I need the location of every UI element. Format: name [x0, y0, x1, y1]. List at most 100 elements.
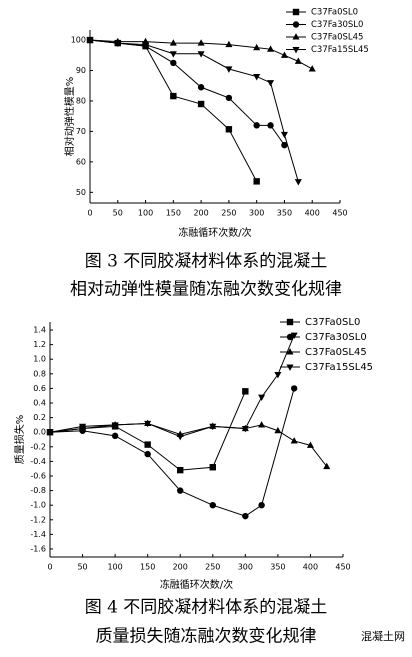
x-tick-label: 100 [107, 563, 122, 572]
x-tick-label: 50 [77, 563, 87, 572]
marker [114, 40, 122, 47]
x-tick-label: 350 [277, 209, 292, 218]
x-tick-label: 150 [166, 209, 181, 218]
marker [280, 131, 288, 139]
legend-label: C37Fa15SL45 [311, 45, 369, 55]
marker [225, 40, 233, 48]
y-tick-label: 80 [76, 96, 86, 105]
marker [209, 464, 216, 471]
marker [170, 59, 177, 67]
marker [253, 178, 260, 185]
y-tick-label: 70 [76, 127, 86, 136]
x-tick-label: 400 [305, 209, 320, 218]
series-line [49, 334, 295, 438]
marker [323, 462, 331, 470]
x-tick-label: 350 [270, 563, 285, 572]
marker [281, 141, 288, 149]
y-tick-label: -1.6 [30, 544, 46, 553]
marker [280, 51, 288, 58]
y-tick-label: 0.4 [33, 399, 46, 408]
marker [144, 441, 151, 448]
marker [225, 126, 233, 133]
caption: 图 3 不同胶凝材料体系的混凝土 [85, 252, 328, 272]
x-tick-label: 400 [303, 563, 318, 572]
marker [111, 432, 119, 440]
watermark: 混凝土网 [361, 629, 405, 643]
marker [292, 46, 300, 54]
marker [197, 51, 205, 58]
caption: 质量损失随冻融次数变化规律 [96, 627, 317, 647]
marker [308, 65, 316, 72]
marker [267, 45, 275, 52]
y-tick-label: 0.8 [33, 369, 46, 378]
y-tick-label: 100 [71, 36, 86, 45]
y-tick-label: 90 [76, 66, 86, 75]
marker [177, 466, 184, 474]
marker [258, 421, 266, 428]
x-axis-title: 冻融循环次数/次 [160, 578, 233, 591]
x-tick-label: 250 [221, 209, 236, 218]
x-tick-label: 200 [173, 563, 188, 572]
y-tick-label: 1.2 [33, 340, 46, 349]
marker [241, 425, 249, 433]
caption: 图 4 不同胶凝材料体系的混凝土 [85, 598, 328, 618]
y-tick-label: -1.2 [30, 515, 46, 524]
marker [197, 84, 205, 91]
x-axis-title: 冻融循环次数/次 [178, 226, 251, 239]
marker [258, 501, 265, 509]
x-tick-label: 150 [140, 563, 155, 572]
legend-label: C37Fa30SL0 [305, 332, 367, 343]
y-tick-label: 1.4 [33, 326, 46, 335]
marker [286, 318, 294, 326]
marker [306, 441, 314, 448]
legend-label: C37Fa15SL45 [305, 362, 373, 373]
caption: 相对动弹性模量随冻融次数变化规律 [70, 280, 342, 300]
marker [79, 423, 87, 431]
marker [253, 122, 260, 129]
marker [46, 429, 54, 437]
y-tick-label: 60 [76, 157, 86, 166]
y-tick-label: -1.0 [30, 501, 46, 510]
marker [111, 422, 119, 429]
marker [286, 348, 294, 355]
marker [169, 39, 177, 46]
x-tick-label: 250 [205, 563, 220, 572]
marker [144, 420, 152, 428]
x-tick-label: 450 [332, 209, 347, 218]
y-tick-label: -0.6 [30, 471, 46, 480]
marker [253, 43, 261, 51]
marker [142, 42, 150, 49]
y-tick-label: 1.0 [33, 355, 46, 364]
x-tick-label: 300 [238, 563, 253, 572]
marker [292, 21, 300, 28]
marker [290, 332, 298, 339]
marker [197, 100, 205, 108]
y-tick-label: 0.2 [33, 413, 46, 422]
x-tick-label: 0 [87, 209, 92, 218]
marker [209, 501, 216, 509]
y-tick-label: 50 [76, 188, 86, 197]
marker [86, 37, 94, 44]
x-tick-label: 50 [113, 209, 123, 218]
marker [286, 333, 294, 341]
x-tick-label: 100 [138, 209, 153, 218]
marker [267, 122, 274, 129]
marker [144, 450, 151, 458]
legend-label: C37Fa0SL0 [311, 8, 358, 18]
marker [176, 434, 184, 441]
marker [242, 512, 249, 520]
legend-label: C37Fa0SL45 [311, 33, 363, 43]
marker [170, 92, 177, 100]
marker [258, 394, 266, 402]
series-line [89, 39, 299, 182]
y-tick-label: 0.0 [33, 428, 46, 437]
legend-label: C37Fa0SL45 [305, 347, 367, 358]
marker [290, 385, 298, 392]
marker [169, 51, 177, 58]
marker [225, 66, 233, 73]
marker [286, 364, 294, 371]
marker [225, 94, 233, 102]
x-tick-label: 0 [47, 563, 52, 572]
